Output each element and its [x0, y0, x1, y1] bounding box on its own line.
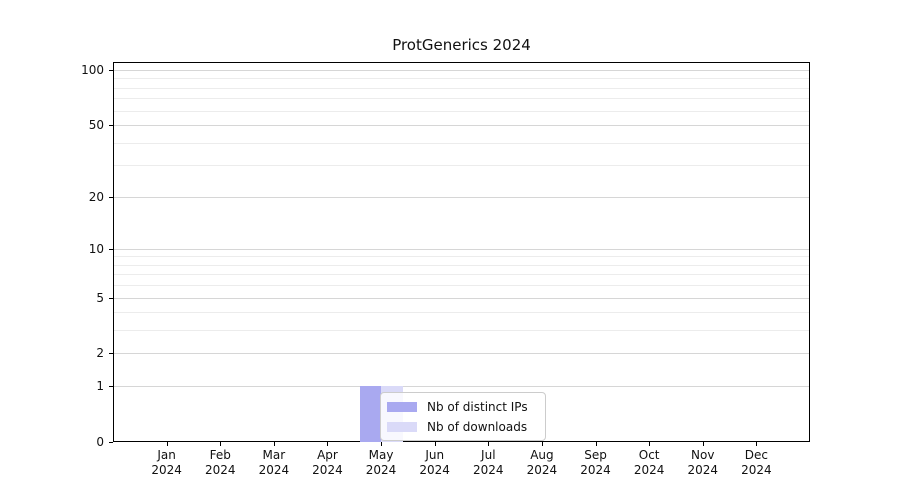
gridline-minor [114, 98, 809, 100]
gridline-major [114, 353, 809, 355]
legend-swatch-distinct-ips [387, 402, 417, 412]
x-tick [649, 442, 651, 446]
y-tick-label: 0 [96, 435, 104, 449]
x-tick [756, 442, 758, 446]
bar-nb-of-distinct-ips [359, 386, 382, 442]
gridline-major [114, 386, 809, 388]
x-tick-label: Oct 2024 [633, 448, 665, 477]
x-tick [166, 442, 168, 446]
gridline-minor [114, 87, 809, 89]
x-tick-label: Dec 2024 [741, 448, 772, 477]
gridline-minor [114, 165, 809, 167]
gridline-major [114, 297, 809, 299]
gridline-minor [114, 274, 809, 276]
y-tick-label: 2 [96, 346, 104, 361]
plot-area [113, 62, 810, 442]
y-tick [109, 124, 113, 126]
y-tick-label: 100 [81, 62, 104, 77]
x-tick [488, 442, 490, 446]
y-tick-label: 20 [88, 189, 104, 204]
gridline-major [114, 124, 809, 126]
x-tick-label: Aug 2024 [526, 448, 558, 477]
legend-item-distinct-ips: Nb of distinct IPs [387, 400, 537, 414]
legend-item-downloads: Nb of downloads [387, 420, 537, 434]
y-tick [109, 196, 113, 198]
gridline-minor [114, 142, 809, 144]
x-tick [595, 442, 597, 446]
y-tick [109, 386, 113, 388]
gridline-minor [114, 312, 809, 314]
gridline-minor [114, 330, 809, 332]
y-tick-label: 5 [96, 290, 104, 305]
legend-swatch-downloads [387, 422, 417, 432]
x-tick [273, 442, 275, 446]
chart-title: ProtGenerics 2024 [392, 36, 531, 54]
x-tick-label: Mar 2024 [258, 448, 290, 477]
y-tick [109, 297, 113, 299]
y-tick [109, 442, 113, 443]
x-tick-label: Jun 2024 [419, 448, 450, 477]
y-tick-label: 50 [88, 117, 104, 132]
gridline-minor [114, 256, 809, 258]
legend: Nb of distinct IPs Nb of downloads [380, 392, 546, 441]
x-tick [541, 442, 543, 446]
gridline-major [114, 248, 809, 250]
legend-label-distinct-ips: Nb of distinct IPs [427, 400, 528, 414]
gridline-minor [114, 285, 809, 287]
y-tick [109, 353, 113, 355]
x-tick-label: Nov 2024 [687, 448, 719, 477]
legend-label-downloads: Nb of downloads [427, 420, 528, 434]
y-tick [109, 248, 113, 250]
x-tick-label: May 2024 [365, 448, 397, 477]
x-tick-label: Jan 2024 [151, 448, 182, 477]
x-tick-label: Apr 2024 [312, 448, 343, 477]
x-tick-label: Feb 2024 [204, 448, 236, 477]
gridline-minor [114, 78, 809, 80]
x-tick-label: Sep 2024 [580, 448, 611, 477]
gridline-major [114, 69, 809, 71]
x-tick-label: Jul 2024 [473, 448, 504, 477]
y-tick [109, 69, 113, 71]
x-tick [220, 442, 222, 446]
x-tick [434, 442, 436, 446]
gridline-minor [114, 264, 809, 266]
x-tick [327, 442, 329, 446]
gridline-minor [114, 110, 809, 112]
x-tick [702, 442, 704, 446]
y-tick-label: 1 [96, 379, 104, 394]
gridline-major [114, 196, 809, 198]
y-tick-label: 10 [88, 241, 104, 256]
x-tick [381, 442, 383, 446]
